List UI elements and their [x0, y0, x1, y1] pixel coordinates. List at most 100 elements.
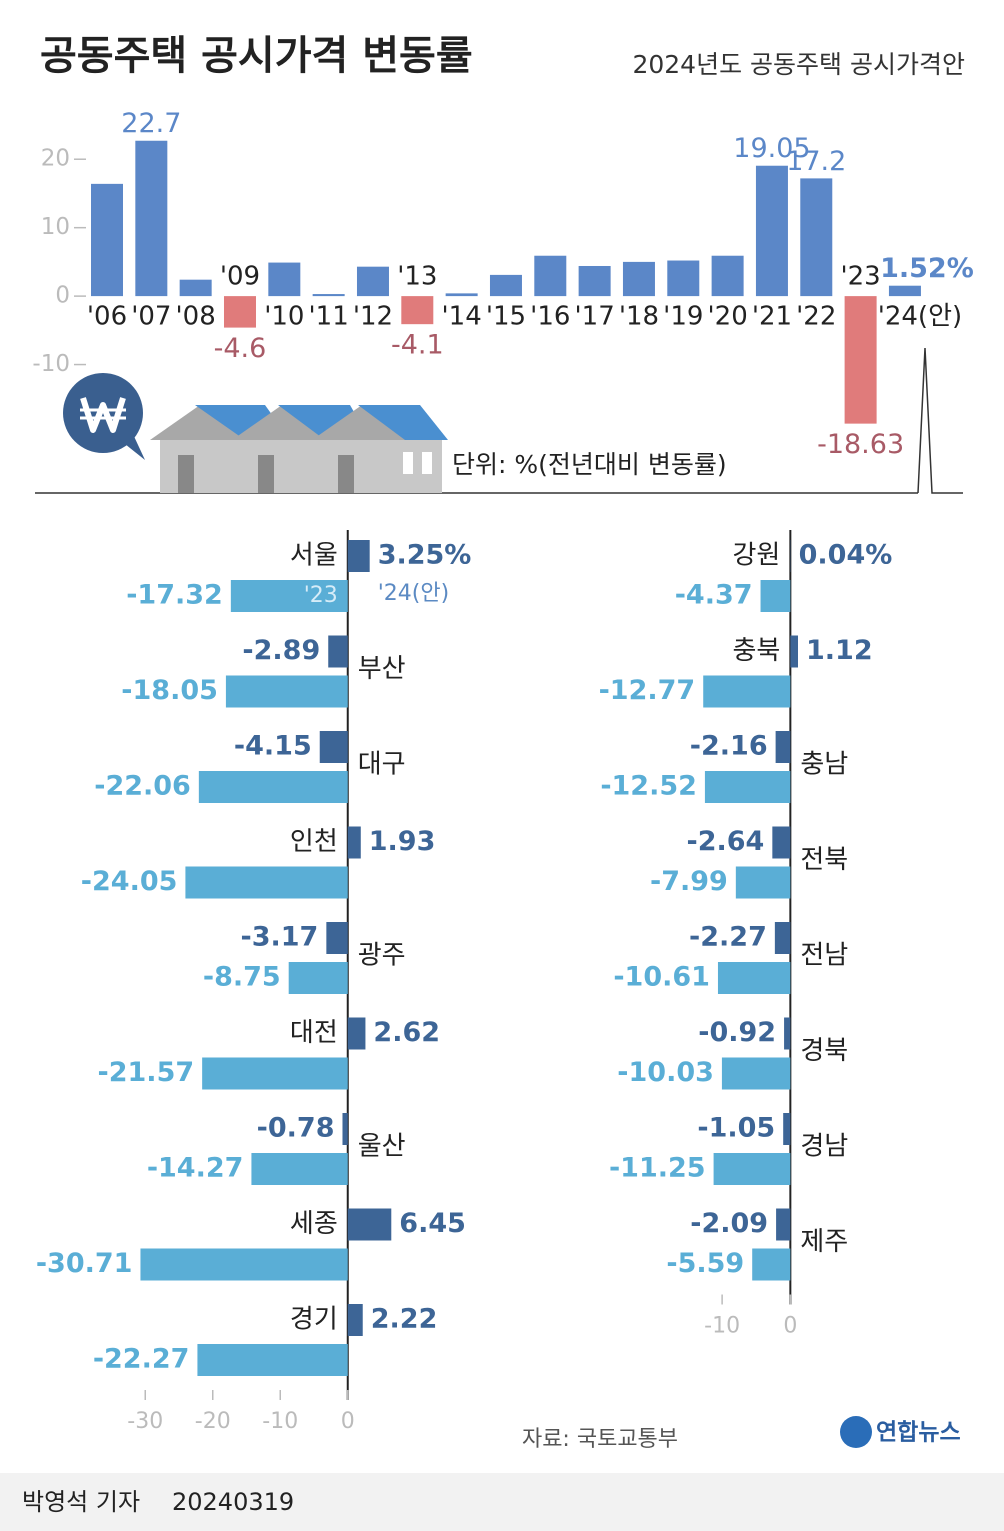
bar [230, 580, 348, 612]
value-label: -10.61 [613, 962, 710, 993]
bar [347, 1208, 392, 1241]
value-label: -22.06 [94, 771, 191, 802]
bar [774, 922, 791, 954]
y-tick-label: 20 [41, 146, 70, 172]
x-tick-label: '10 [264, 302, 304, 332]
value-label: -14.27 [147, 1153, 244, 1184]
x-tick-label: '08 [176, 302, 216, 332]
value-label: 1.52% [880, 253, 974, 284]
legend-label: '23 [304, 583, 338, 608]
category-label: 경남 [800, 1132, 848, 1162]
value-label: -8.75 [203, 962, 281, 993]
value-label: -1.05 [697, 1113, 775, 1144]
bar [578, 265, 611, 297]
x-tick-label: '16 [530, 302, 570, 332]
x-tick-label: '12 [353, 302, 393, 332]
bar [347, 826, 361, 859]
value-label: 6.45 [399, 1208, 466, 1239]
bar [445, 293, 478, 297]
x-tick-label: '24(안) [878, 302, 962, 332]
bar [717, 962, 791, 994]
category-label: 경북 [800, 1036, 848, 1066]
x-tick-label: '23 [840, 262, 880, 292]
category-label: 세종 [290, 1209, 338, 1239]
bar [251, 1153, 348, 1185]
value-label: -2.27 [689, 922, 767, 953]
bar [342, 1113, 348, 1145]
value-label: -0.78 [257, 1113, 335, 1144]
bar [185, 866, 348, 899]
value-label: 17.2 [786, 146, 846, 177]
logo-mark [840, 1416, 872, 1448]
value-label: 1.12 [806, 635, 873, 666]
category-label: 대구 [358, 750, 406, 780]
category-label: 부산 [358, 654, 406, 684]
value-label: 3.25% [378, 540, 472, 571]
x-tick-label: '11 [309, 302, 349, 332]
bar [622, 261, 655, 297]
category-label: 충남 [800, 750, 848, 780]
bar [489, 274, 522, 297]
value-label: 22.7 [121, 108, 181, 139]
value-label: -4.37 [675, 580, 753, 611]
bar [328, 635, 348, 668]
bar [667, 260, 700, 297]
category-label: 대전 [290, 1018, 338, 1048]
value-label: -0.92 [698, 1017, 776, 1048]
bar [844, 296, 877, 424]
bar [772, 826, 791, 859]
value-label: -4.6 [214, 333, 267, 364]
legend-label: '24(안) [378, 581, 449, 606]
bar [776, 1208, 791, 1241]
x-tick-label: '19 [663, 302, 703, 332]
bar [179, 279, 212, 297]
bar [312, 294, 345, 297]
x-tick-label: '06 [87, 302, 127, 332]
bar [888, 285, 921, 297]
value-label: -5.59 [666, 1248, 744, 1279]
category-label: 울산 [358, 1132, 406, 1162]
value-label: 1.93 [369, 826, 436, 857]
x-tick-label: -10 [704, 1314, 740, 1339]
value-label: -11.25 [609, 1153, 706, 1184]
value-label: -2.64 [687, 826, 765, 857]
x-tick-label: -10 [262, 1409, 298, 1434]
bar [735, 866, 791, 899]
bar [347, 540, 370, 572]
bar [755, 165, 788, 297]
x-tick-label: 0 [783, 1314, 797, 1339]
value-label: -12.52 [600, 771, 697, 802]
bar [202, 1057, 348, 1090]
x-tick-label: '14 [442, 302, 482, 332]
category-label: 제주 [800, 1227, 848, 1257]
bar [347, 1304, 363, 1336]
bar [135, 140, 168, 297]
value-label: -2.89 [242, 635, 320, 666]
x-tick-label: '22 [796, 302, 836, 332]
x-tick-label: 0 [341, 1409, 355, 1434]
bar [401, 296, 434, 325]
category-label: 광주 [358, 941, 406, 971]
category-label: 강원 [733, 541, 781, 571]
value-label: -2.16 [690, 731, 768, 762]
bar [784, 1017, 791, 1050]
bar [760, 580, 791, 612]
source: 자료: 국토교통부 [522, 1427, 678, 1452]
value-label: -3.17 [241, 922, 319, 953]
category-label: 서울 [290, 541, 338, 571]
value-label: -30.71 [36, 1248, 133, 1279]
illustration [35, 347, 963, 494]
category-label: 인천 [290, 827, 338, 857]
bar [140, 1248, 348, 1281]
category-label: 충북 [733, 636, 781, 666]
bar [356, 266, 389, 297]
bar [288, 962, 348, 994]
bar [319, 731, 348, 763]
value-label: -10.03 [617, 1057, 714, 1088]
value-label: -12.77 [599, 675, 696, 706]
x-tick-label: '07 [131, 302, 171, 332]
unit-note: 단위: %(전년대비 변동률) [452, 450, 727, 479]
y-tick-label: 0 [55, 283, 70, 309]
bar [711, 255, 744, 297]
y-tick-label: -10 [32, 351, 70, 377]
